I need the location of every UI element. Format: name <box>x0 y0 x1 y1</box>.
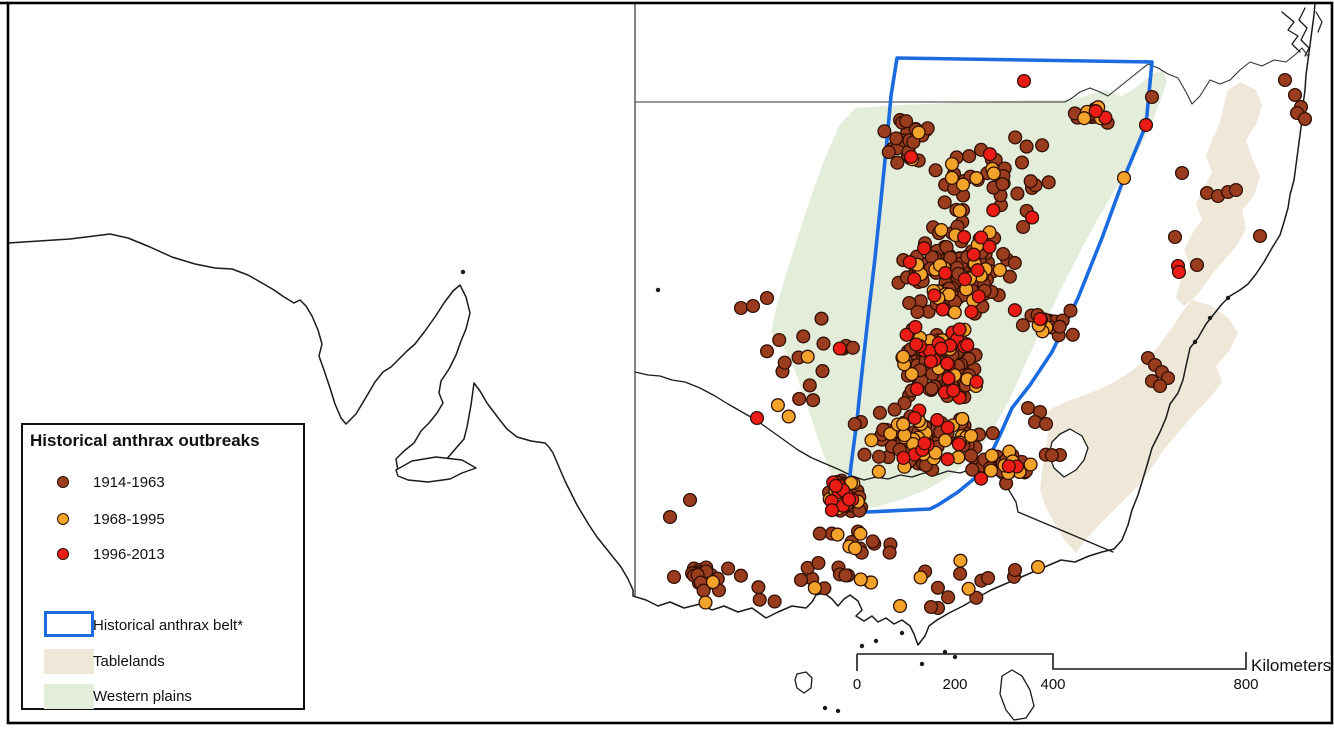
qld-coast-detail-2 <box>1298 7 1310 57</box>
legend-box: Historical anthrax outbreaks 1914-1963 1… <box>21 423 305 710</box>
legend-title: Historical anthrax outbreaks <box>30 431 260 450</box>
tablelands-region-south <box>1040 300 1238 553</box>
coast-speck-islands <box>460 269 1231 714</box>
scale-bar: 0 200 400 800 Kilometers <box>830 644 1332 700</box>
scale-tick-400: 400 <box>1040 676 1066 693</box>
western-plains-label: Western plains <box>93 688 192 705</box>
anthrax-belt-swatch <box>44 611 94 637</box>
scale-unit-label: Kilometers <box>1251 656 1332 675</box>
flinders-island <box>999 669 1035 721</box>
tablelands-label: Tablelands <box>93 653 165 670</box>
legend-item-label: 1914-1963 <box>93 473 165 491</box>
qld-coast-detail <box>1281 11 1301 53</box>
legend-item-1996-2013: 1996-2013 <box>23 544 303 564</box>
legend-item-label: 1968-1995 <box>93 510 165 528</box>
tablelands-swatch <box>44 649 94 674</box>
anthrax-belt-label: Historical anthrax belt* <box>93 617 244 634</box>
king-island <box>794 671 813 694</box>
outbreak-dot-swatch-1996-2013 <box>57 548 69 560</box>
legend-item-1914-1963: 1914-1963 <box>23 472 303 492</box>
state-border-qld-nsw <box>634 47 1309 105</box>
scale-tick-0: 0 <box>852 676 862 693</box>
map-frame <box>6 1 1334 725</box>
coastline <box>7 2 1316 646</box>
outbreak-dots-1996-2013 <box>749 73 1187 518</box>
legend-item-1968-1995: 1968-1995 <box>23 509 303 529</box>
act-outline <box>1048 428 1089 478</box>
outbreak-dot-swatch-1968-1995 <box>57 513 69 525</box>
western-plains-swatch <box>44 684 94 709</box>
qld-coast-detail-3 <box>1315 11 1323 33</box>
outbreak-dot-swatch-1914-1963 <box>57 476 69 488</box>
scale-tick-800: 800 <box>1233 676 1259 693</box>
anthrax-belt-outline <box>844 56 1154 515</box>
kangaroo-island <box>395 456 477 483</box>
legend-item-label: 1996-2013 <box>93 545 165 563</box>
scale-tick-200: 200 <box>942 676 968 693</box>
scale-bar-bracket <box>856 652 1247 671</box>
